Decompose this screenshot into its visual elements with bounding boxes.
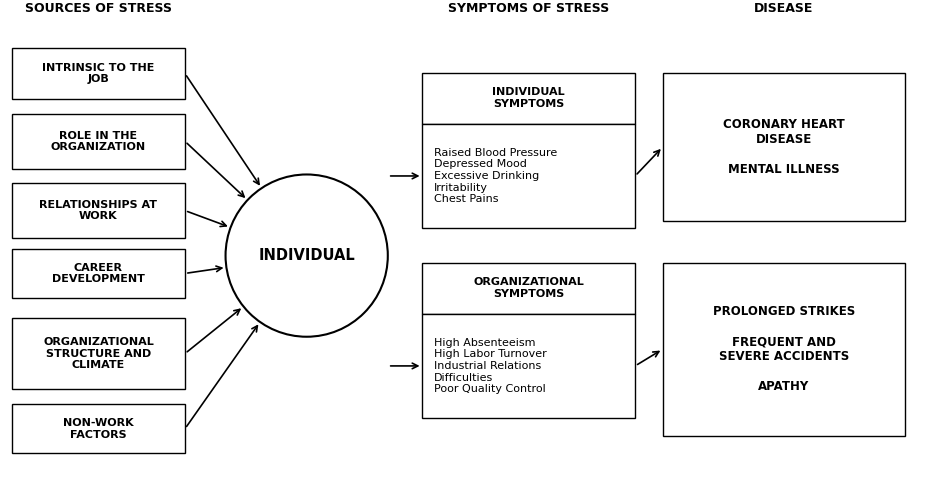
Text: Raised Blood Pressure
Depressed Mood
Excessive Drinking
Irritability
Chest Pains: Raised Blood Pressure Depressed Mood Exc… xyxy=(435,148,558,204)
Text: SOURCES OF STRESS: SOURCES OF STRESS xyxy=(25,2,172,15)
Text: PROLONGED STRIKES

FREQUENT AND
SEVERE ACCIDENTS

APATHY: PROLONGED STRIKES FREQUENT AND SEVERE AC… xyxy=(713,305,856,393)
FancyBboxPatch shape xyxy=(423,124,635,228)
Text: INDIVIDUAL
SYMPTOMS: INDIVIDUAL SYMPTOMS xyxy=(492,88,565,109)
Text: High Absenteeism
High Labor Turnover
Industrial Relations
Difficulties
Poor Qual: High Absenteeism High Labor Turnover Ind… xyxy=(435,338,547,394)
FancyBboxPatch shape xyxy=(663,262,906,436)
Text: ORGANIZATIONAL
STRUCTURE AND
CLIMATE: ORGANIZATIONAL STRUCTURE AND CLIMATE xyxy=(43,337,154,370)
Text: ROLE IN THE
ORGANIZATION: ROLE IN THE ORGANIZATION xyxy=(51,130,146,152)
Text: CORONARY HEART
DISEASE

MENTAL ILLNESS: CORONARY HEART DISEASE MENTAL ILLNESS xyxy=(723,118,845,176)
FancyBboxPatch shape xyxy=(12,48,185,99)
FancyBboxPatch shape xyxy=(12,249,185,298)
FancyBboxPatch shape xyxy=(12,404,185,454)
Text: INDIVIDUAL: INDIVIDUAL xyxy=(258,248,355,263)
FancyBboxPatch shape xyxy=(423,314,635,418)
Text: CAREER
DEVELOPMENT: CAREER DEVELOPMENT xyxy=(52,262,145,284)
Text: INTRINSIC TO THE
JOB: INTRINSIC TO THE JOB xyxy=(43,63,154,84)
Text: NON-WORK
FACTORS: NON-WORK FACTORS xyxy=(63,418,134,440)
FancyBboxPatch shape xyxy=(423,262,635,314)
Text: RELATIONSHIPS AT
WORK: RELATIONSHIPS AT WORK xyxy=(40,200,157,222)
FancyBboxPatch shape xyxy=(663,73,906,221)
Text: SYMPTOMS OF STRESS: SYMPTOMS OF STRESS xyxy=(448,2,610,15)
Text: ORGANIZATIONAL
SYMPTOMS: ORGANIZATIONAL SYMPTOMS xyxy=(474,277,585,299)
Text: DISEASE: DISEASE xyxy=(755,2,814,15)
FancyBboxPatch shape xyxy=(12,183,185,238)
FancyBboxPatch shape xyxy=(12,114,185,168)
FancyBboxPatch shape xyxy=(12,318,185,389)
FancyBboxPatch shape xyxy=(423,73,635,124)
